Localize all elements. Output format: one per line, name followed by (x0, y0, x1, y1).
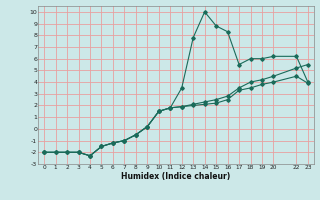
X-axis label: Humidex (Indice chaleur): Humidex (Indice chaleur) (121, 172, 231, 181)
